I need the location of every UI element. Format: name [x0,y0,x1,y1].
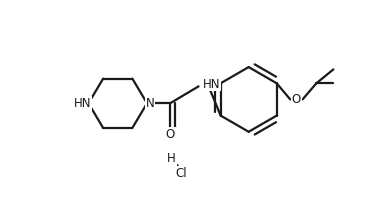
Text: HN: HN [74,97,91,110]
Text: HN: HN [203,78,220,90]
Text: H: H [167,152,176,165]
Text: O: O [165,128,175,141]
Text: N: N [146,97,154,110]
Text: O: O [292,93,301,106]
Text: Cl: Cl [175,167,187,180]
